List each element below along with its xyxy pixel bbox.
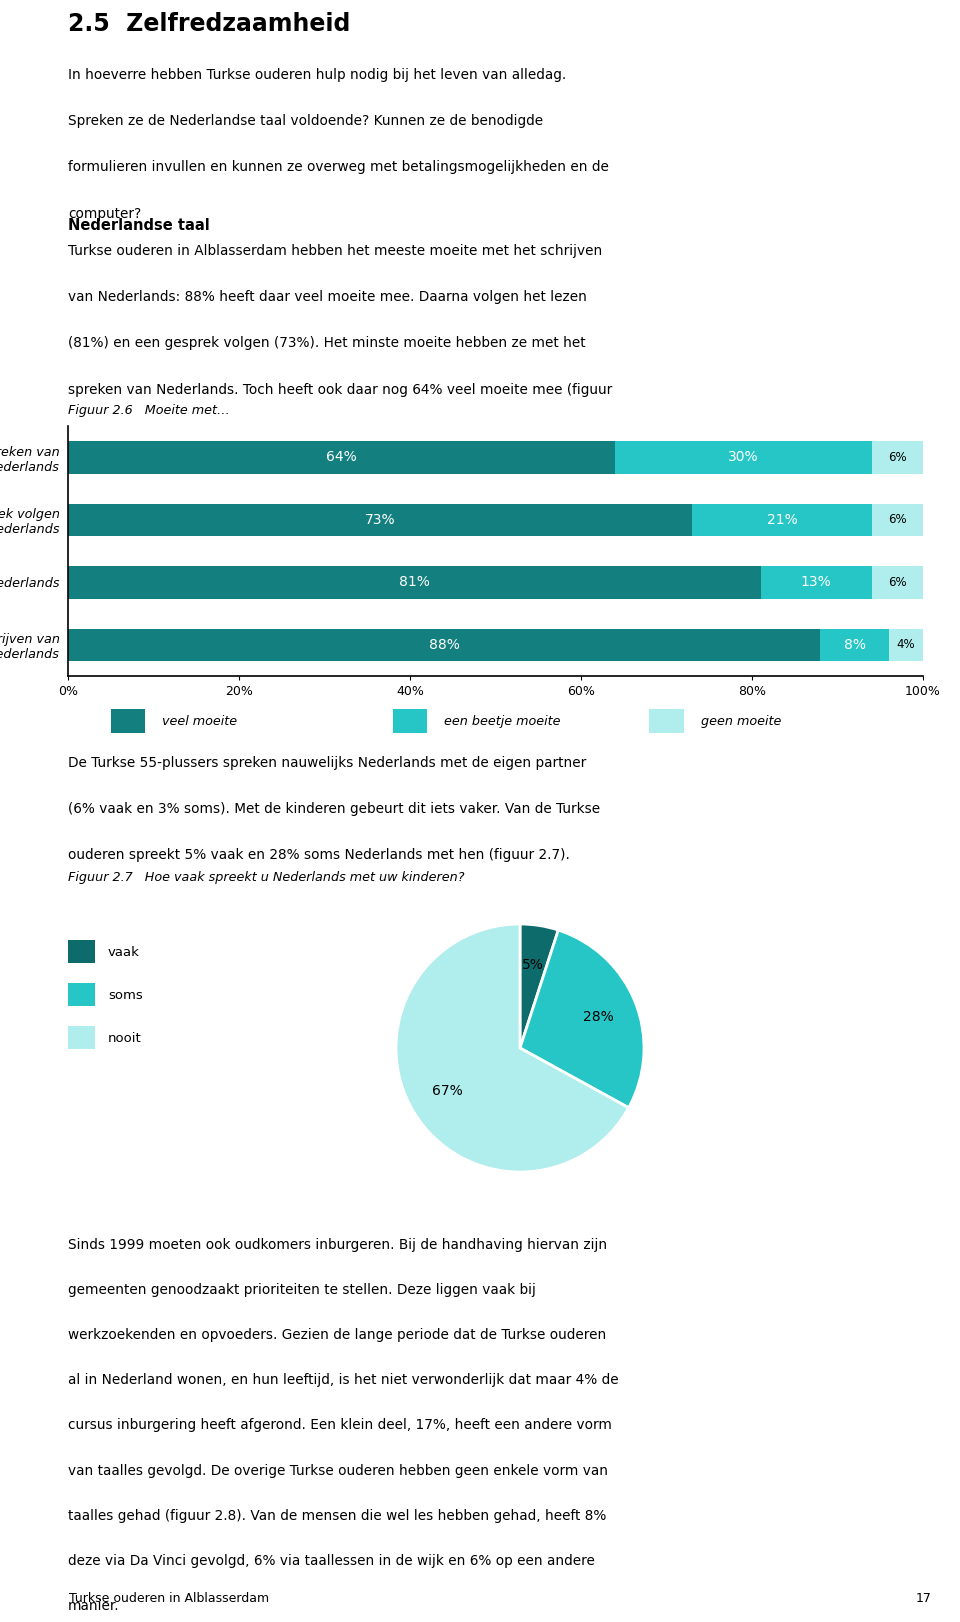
Text: soms: soms bbox=[108, 989, 143, 1002]
Text: Figuur 2.6   Moeite met…: Figuur 2.6 Moeite met… bbox=[68, 404, 229, 417]
Text: 28%: 28% bbox=[583, 1011, 613, 1023]
Text: 6%: 6% bbox=[888, 513, 906, 526]
Bar bbox=[821, 628, 889, 662]
Text: Figuur 2.7   Hoe vaak spreekt u Nederlands met uw kinderen?: Figuur 2.7 Hoe vaak spreekt u Nederlands… bbox=[68, 871, 465, 884]
FancyBboxPatch shape bbox=[393, 709, 427, 733]
Text: Sinds 1999 moeten ook oudkomers inburgeren. Bij de handhaving hiervan zijn: Sinds 1999 moeten ook oudkomers inburger… bbox=[68, 1238, 607, 1252]
FancyBboxPatch shape bbox=[110, 709, 145, 733]
Text: 88%: 88% bbox=[429, 637, 460, 652]
Text: een beetje moeite: een beetje moeite bbox=[444, 715, 561, 728]
Text: (6% vaak en 3% soms). Met de kinderen gebeurt dit iets vaker. Van de Turkse: (6% vaak en 3% soms). Met de kinderen ge… bbox=[68, 803, 600, 816]
Bar bbox=[68, 566, 760, 599]
Text: Turkse ouderen in Alblasserdam: Turkse ouderen in Alblasserdam bbox=[69, 1593, 269, 1606]
Bar bbox=[68, 441, 615, 474]
Bar bbox=[68, 503, 692, 535]
Text: gemeenten genoodzaakt prioriteiten te stellen. Deze liggen vaak bij: gemeenten genoodzaakt prioriteiten te st… bbox=[68, 1283, 536, 1298]
Text: van taalles gevolgd. De overige Turkse ouderen hebben geen enkele vorm van: van taalles gevolgd. De overige Turkse o… bbox=[68, 1463, 608, 1478]
Text: Nederlandse taal: Nederlandse taal bbox=[68, 217, 209, 234]
Bar bbox=[872, 441, 923, 474]
Text: 17: 17 bbox=[915, 1593, 931, 1606]
Bar bbox=[692, 503, 872, 535]
Text: 8%: 8% bbox=[844, 637, 866, 652]
Bar bbox=[889, 628, 923, 662]
FancyBboxPatch shape bbox=[68, 983, 95, 1006]
Text: Spreken ze de Nederlandse taal voldoende? Kunnen ze de benodigde: Spreken ze de Nederlandse taal voldoende… bbox=[68, 114, 543, 128]
Text: cursus inburgering heeft afgerond. Een klein deel, 17%, heeft een andere vorm: cursus inburgering heeft afgerond. Een k… bbox=[68, 1418, 612, 1432]
Text: veel moeite: veel moeite bbox=[162, 715, 237, 728]
Wedge shape bbox=[520, 929, 644, 1108]
Text: taalles gehad (figuur 2.8). Van de mensen die wel les hebben gehad, heeft 8%: taalles gehad (figuur 2.8). Van de mense… bbox=[68, 1508, 607, 1523]
Text: 30%: 30% bbox=[728, 451, 758, 464]
Text: 2.6).: 2.6). bbox=[68, 428, 100, 443]
Text: 67%: 67% bbox=[432, 1083, 463, 1098]
Text: 5%: 5% bbox=[522, 957, 544, 972]
Text: 64%: 64% bbox=[326, 451, 357, 464]
Text: 2.5  Zelfredzaamheid: 2.5 Zelfredzaamheid bbox=[68, 11, 350, 36]
Bar bbox=[760, 566, 872, 599]
Text: geen moeite: geen moeite bbox=[701, 715, 781, 728]
Bar bbox=[615, 441, 872, 474]
Bar bbox=[872, 503, 923, 535]
Text: De Turkse 55-plussers spreken nauwelijks Nederlands met de eigen partner: De Turkse 55-plussers spreken nauwelijks… bbox=[68, 756, 587, 770]
Text: al in Nederland wonen, en hun leeftijd, is het niet verwonderlijk dat maar 4% de: al in Nederland wonen, en hun leeftijd, … bbox=[68, 1374, 618, 1387]
Text: manier.: manier. bbox=[68, 1599, 120, 1612]
FancyBboxPatch shape bbox=[68, 941, 95, 963]
FancyBboxPatch shape bbox=[68, 1025, 95, 1049]
Wedge shape bbox=[520, 925, 559, 1048]
Bar bbox=[872, 566, 923, 599]
Bar bbox=[68, 628, 821, 662]
Text: ouderen spreekt 5% vaak en 28% soms Nederlands met hen (figuur 2.7).: ouderen spreekt 5% vaak en 28% soms Nede… bbox=[68, 848, 570, 863]
Text: (81%) en een gesprek volgen (73%). Het minste moeite hebben ze met het: (81%) en een gesprek volgen (73%). Het m… bbox=[68, 336, 586, 350]
Text: deze via Da Vinci gevolgd, 6% via taallessen in de wijk en 6% op een andere: deze via Da Vinci gevolgd, 6% via taalle… bbox=[68, 1554, 595, 1568]
Text: spreken van Nederlands. Toch heeft ook daar nog 64% veel moeite mee (figuur: spreken van Nederlands. Toch heeft ook d… bbox=[68, 383, 612, 397]
Text: nooit: nooit bbox=[108, 1032, 142, 1045]
Text: 6%: 6% bbox=[888, 451, 906, 464]
Text: 73%: 73% bbox=[365, 513, 396, 527]
Text: 81%: 81% bbox=[398, 576, 430, 589]
Text: computer?: computer? bbox=[68, 206, 141, 221]
Text: formulieren invullen en kunnen ze overweg met betalingsmogelijkheden en de: formulieren invullen en kunnen ze overwe… bbox=[68, 161, 609, 175]
Text: 13%: 13% bbox=[801, 576, 831, 589]
Text: van Nederlands: 88% heeft daar veel moeite mee. Daarna volgen het lezen: van Nederlands: 88% heeft daar veel moei… bbox=[68, 290, 587, 305]
Text: vaak: vaak bbox=[108, 947, 140, 960]
Text: 21%: 21% bbox=[766, 513, 798, 527]
Text: 4%: 4% bbox=[897, 637, 915, 652]
Text: In hoeverre hebben Turkse ouderen hulp nodig bij het leven van alledag.: In hoeverre hebben Turkse ouderen hulp n… bbox=[68, 68, 566, 83]
FancyBboxPatch shape bbox=[649, 709, 684, 733]
Text: 6%: 6% bbox=[888, 576, 906, 589]
Text: Turkse ouderen in Alblasserdam hebben het meeste moeite met het schrijven: Turkse ouderen in Alblasserdam hebben he… bbox=[68, 243, 602, 258]
Text: werkzoekenden en opvoeders. Gezien de lange periode dat de Turkse ouderen: werkzoekenden en opvoeders. Gezien de la… bbox=[68, 1328, 607, 1341]
Wedge shape bbox=[396, 925, 629, 1173]
